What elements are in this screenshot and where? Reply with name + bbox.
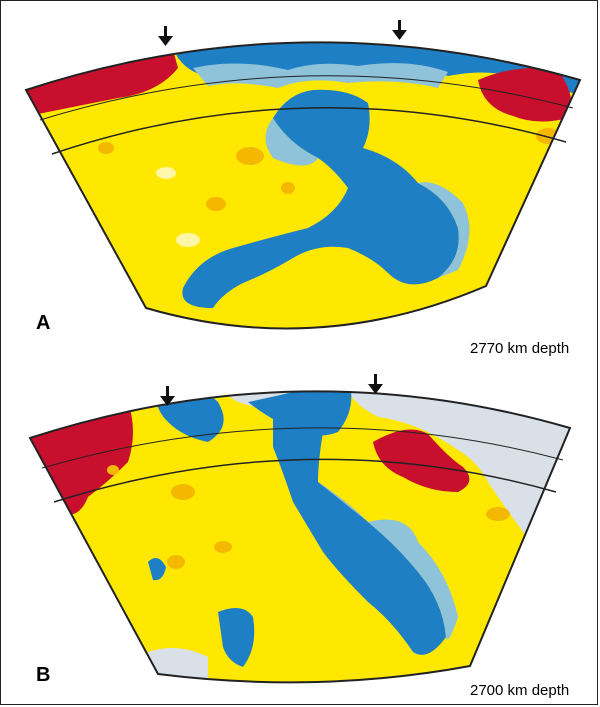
tomography-panel-a: A 2770 km depth — [18, 8, 588, 357]
depth-label: 2770 km depth — [470, 340, 570, 357]
section-outline — [24, 41, 582, 330]
section-outline — [28, 390, 572, 684]
arrow-marker-right — [368, 374, 383, 394]
pale-patch — [176, 233, 200, 247]
arrow-marker-right — [392, 20, 407, 40]
depth-arc — [39, 75, 574, 121]
tomography-panel-b: B 2700 km depth — [18, 362, 588, 702]
orange-patch — [236, 147, 264, 165]
slow-anomaly-region — [373, 429, 470, 492]
cross-section-b — [28, 374, 572, 684]
depth-arc — [41, 427, 564, 469]
panel-letter: A — [36, 312, 51, 334]
orange-patch — [98, 142, 114, 154]
arrow-marker-left — [158, 26, 173, 46]
transition-region — [418, 182, 470, 278]
orange-patch — [214, 541, 232, 553]
orange-patch — [281, 182, 295, 194]
depth-arc — [53, 458, 557, 503]
fast-anomaly-region — [182, 89, 459, 308]
pale-patch — [156, 167, 176, 179]
orange-patch — [107, 465, 119, 475]
fast-anomaly-region — [273, 414, 446, 655]
slow-anomaly-region — [478, 67, 572, 122]
transition-region — [318, 482, 458, 640]
depth-label: 2700 km depth — [470, 682, 570, 699]
orange-patch — [171, 484, 195, 500]
fast-anomaly-region — [218, 608, 255, 667]
depth-arc — [51, 107, 567, 155]
panel-letter: B — [36, 664, 51, 686]
cross-section-a — [24, 20, 582, 330]
orange-patch — [206, 197, 226, 211]
orange-patch — [486, 507, 510, 521]
fast-anomaly-region — [148, 558, 166, 581]
transition-region — [265, 118, 318, 166]
orange-patch — [167, 555, 185, 569]
arrow-marker-left — [160, 386, 175, 406]
